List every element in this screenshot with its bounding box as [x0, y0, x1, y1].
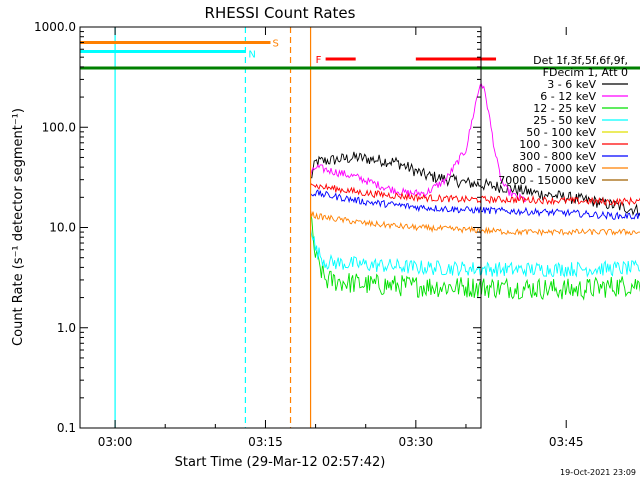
y-tick-label: 1.0: [57, 321, 76, 335]
state-label-s: S: [272, 39, 278, 50]
y-tick-label: 1000.0: [34, 20, 76, 34]
bar-layer: SNFRD0RD6: [80, 39, 640, 70]
marker-layer: [114, 27, 312, 428]
series-line-6-12-kev: [310, 83, 527, 203]
y-axis-label: Count Rate (s⁻¹ detector segment⁻¹): [11, 108, 26, 346]
legend-label-50-100-kev: 50 - 100 keV: [526, 126, 596, 139]
legend-header: Det 1f,3f,5f,6f,9f,: [533, 54, 628, 67]
legend-label-100-300-kev: 100 - 300 keV: [519, 138, 596, 151]
legend-label-7000-15000-kev: 7000 - 15000 keV: [498, 174, 596, 187]
x-tick-label: 03:30: [399, 435, 434, 449]
y-tick-label: 100.0: [42, 120, 76, 134]
legend-header: FDecim 1, Att 0: [543, 66, 628, 79]
y-tick-label: 0.1: [57, 421, 76, 435]
chart-title: RHESSI Count Rates: [205, 4, 356, 22]
footer-timestamp: 19-Oct-2021 23:09: [560, 468, 636, 477]
state-label-f: F: [316, 55, 322, 66]
series-line-25-50-kev: [310, 229, 640, 278]
legend-label-25-50-kev: 25 - 50 keV: [533, 114, 596, 127]
x-tick-label: 03:15: [248, 435, 283, 449]
series-line-12-25-kev: [310, 214, 640, 301]
x-tick-label: 03:45: [549, 435, 584, 449]
y-tick-label: 10.0: [49, 221, 76, 235]
x-axis-label: Start Time (29-Mar-12 02:57:42): [175, 455, 386, 470]
legend-label-6-12-kev: 6 - 12 keV: [540, 90, 596, 103]
series-line-3-6-kev: [310, 151, 640, 217]
legend: Det 1f,3f,5f,6f,9f,FDecim 1, Att 03 - 6 …: [498, 54, 628, 187]
legend-label-12-25-kev: 12 - 25 keV: [533, 102, 596, 115]
legend-label-800-7000-kev: 800 - 7000 keV: [512, 162, 596, 175]
x-tick-label: 03:00: [98, 435, 133, 449]
axis-layer: 03:0003:1503:3003:4504:0004:1504:300.11.…: [34, 20, 584, 449]
series-layer: [310, 83, 640, 301]
series-line-300-800-kev: [310, 189, 640, 220]
state-label-n: N: [248, 49, 255, 60]
legend-label-300-800-kev: 300 - 800 keV: [519, 150, 596, 163]
legend-label-3-6-kev: 3 - 6 keV: [547, 78, 596, 91]
series-line-100-300-kev: [310, 182, 640, 207]
series-line-800-7000-kev: [310, 210, 640, 237]
